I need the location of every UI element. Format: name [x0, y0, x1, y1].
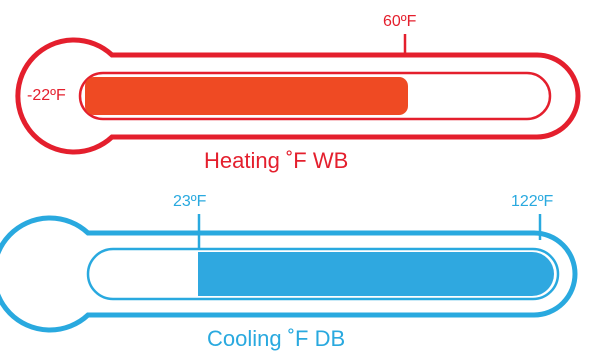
heating-min-label: -22ºF [27, 87, 66, 104]
heating-fill-bar [85, 77, 408, 115]
cooling-fill-bar [198, 252, 554, 296]
heating-max-label: 60ºF [383, 13, 417, 30]
cooling-thermometer [0, 214, 578, 333]
heating-title: Heating ˚F WB [204, 148, 349, 173]
cooling-title: Cooling ˚F DB [207, 326, 346, 351]
cooling-max-label: 122ºF [511, 193, 554, 210]
cooling-fill-bar-left-edge [198, 252, 238, 296]
cooling-min-label: 23ºF [173, 193, 207, 210]
heating-thermometer [15, 34, 581, 155]
